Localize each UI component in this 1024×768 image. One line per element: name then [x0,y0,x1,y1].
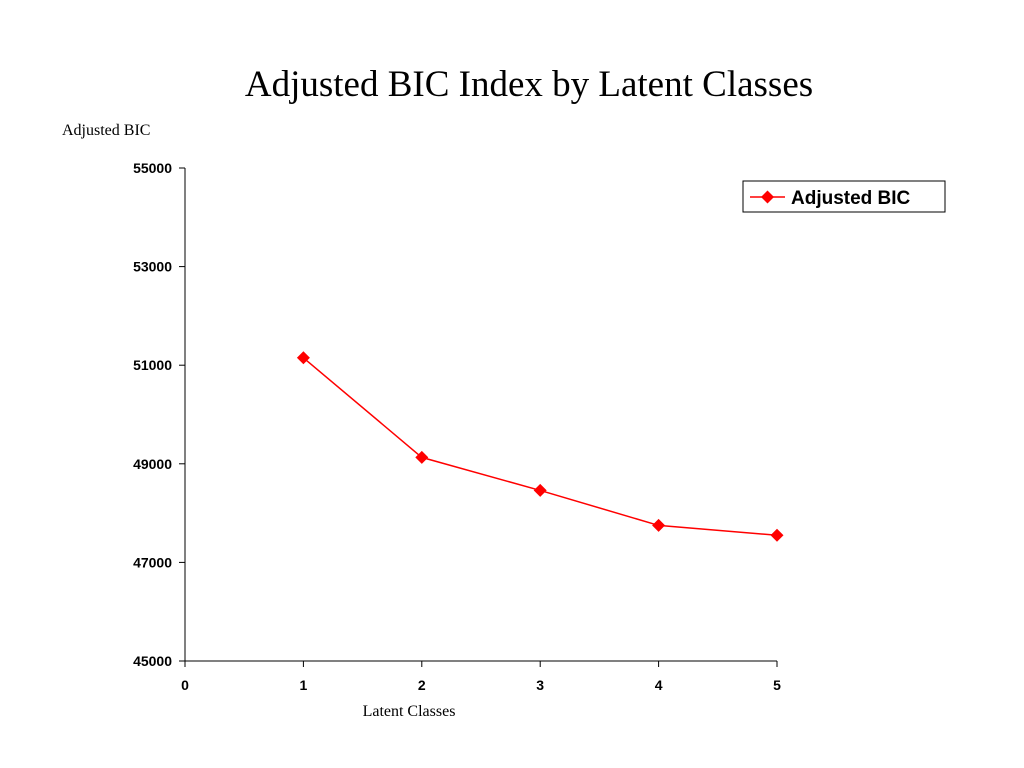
x-axis-title: Latent Classes [363,703,456,720]
x-tick-label: 1 [300,677,308,693]
data-point [652,518,666,532]
axes [179,167,778,667]
y-tick-label: 45000 [133,653,172,669]
data-point [770,528,784,542]
x-tick-label: 5 [773,677,781,693]
plot-area [296,351,784,542]
chart-title: Adjusted BIC Index by Latent Classes [245,64,813,105]
x-tick-label: 3 [536,677,544,693]
x-tick-label: 4 [655,677,663,693]
tick-labels: 45000 47000 49000 51000 53000 55000 0 1 2 3 4 5 [133,160,781,693]
legend: Adjusted BIC [742,180,946,213]
y-tick-label: 49000 [133,456,172,472]
x-tick-label: 0 [181,677,189,693]
x-tick-label: 2 [418,677,426,693]
legend-marker [761,190,774,204]
y-tick-label: 47000 [133,554,172,570]
data-point [296,351,310,365]
y-tick-label: 55000 [133,160,172,176]
y-tick-label: 53000 [133,259,172,275]
y-axis-title: Adjusted BIC [62,122,150,139]
data-point [415,450,429,464]
series-line [302,357,778,537]
y-tick-label: 51000 [133,357,172,373]
data-point [533,483,547,497]
legend-label: Adjusted BIC [791,188,911,209]
